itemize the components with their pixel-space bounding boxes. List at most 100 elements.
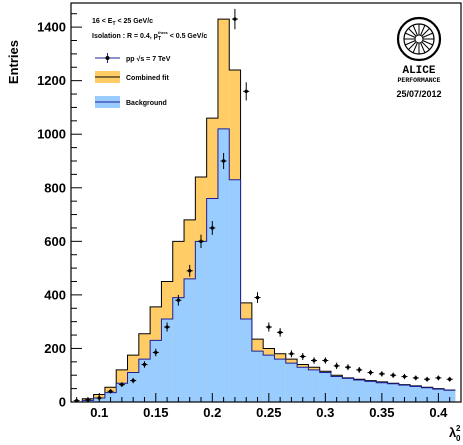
hist-bar <box>206 198 218 402</box>
data-point <box>164 322 171 332</box>
hist-bar <box>138 359 151 402</box>
y-tick-label: 1200 <box>37 73 66 88</box>
hist-bar <box>410 386 422 402</box>
legend-data-label: pp √s = 7 TeV <box>126 55 171 63</box>
y-tick-label: 1400 <box>37 20 66 35</box>
legend-cut-energy: 16 < ET < 25 GeV/c <box>92 18 153 27</box>
hist-bar <box>240 318 252 402</box>
legend-fit-label: Combined fit <box>126 75 169 82</box>
data-point <box>175 294 182 306</box>
hist-bar <box>195 241 207 402</box>
data-point <box>265 322 272 332</box>
data-point <box>344 364 351 371</box>
data-point <box>220 152 227 170</box>
y-axis-ticks: 0 200 400 600 800 1000 1200 1400 <box>37 13 82 410</box>
hist-bar <box>229 179 241 402</box>
hist-bar <box>353 380 365 402</box>
data-point <box>198 234 204 249</box>
data-point <box>186 264 193 277</box>
data-point <box>243 82 250 101</box>
hist-bar <box>364 381 377 402</box>
data-point <box>299 352 306 360</box>
y-axis-label: Entries <box>6 40 21 84</box>
data-point <box>412 375 419 381</box>
legend: 16 < ET < 25 GeV/c Isolation : R = 0.4, … <box>92 18 207 108</box>
x-tick-label: 0.35 <box>369 405 394 420</box>
data-points-layer <box>73 8 453 403</box>
data-point <box>130 377 137 384</box>
data-point <box>367 369 374 376</box>
y-tick-label: 600 <box>44 234 66 249</box>
x-tick-label: 0.4 <box>429 405 448 420</box>
hist-bar <box>308 369 320 402</box>
hist-bar <box>398 385 411 402</box>
data-point <box>435 375 442 381</box>
data-point <box>378 371 385 377</box>
hist-bar <box>127 372 139 402</box>
hist-bar <box>376 382 388 402</box>
x-axis-label-sup: 2 <box>456 424 461 433</box>
y-tick-label: 1000 <box>37 127 66 142</box>
x-axis-label-lambda: λ <box>449 425 457 440</box>
hist-bar <box>172 297 185 402</box>
hist-outline <box>71 128 456 403</box>
x-tick-label: 0.3 <box>316 405 334 420</box>
x-tick-label: 0.1 <box>90 405 108 420</box>
hist-bar <box>319 372 331 402</box>
hist-bar <box>116 383 128 402</box>
alice-logo-name: ALICE <box>402 65 435 77</box>
y-tick-label: 200 <box>44 341 66 356</box>
data-point <box>390 372 397 378</box>
x-tick-label: 0.2 <box>203 405 221 420</box>
alice-logo: ALICE PERFORMANCE 25/07/2012 <box>396 16 442 99</box>
hist-bar <box>184 278 196 402</box>
data-point <box>107 389 114 394</box>
hist-bar <box>274 359 286 402</box>
axes <box>70 2 462 403</box>
hist-bar <box>217 128 230 402</box>
hist-bar <box>387 383 399 402</box>
series-background <box>71 128 456 403</box>
data-point <box>231 8 238 30</box>
legend-bkg-label: Background <box>126 100 167 107</box>
data-point <box>356 366 363 373</box>
data-point <box>322 357 329 364</box>
hist-bar <box>263 355 275 402</box>
hist-bar <box>251 351 264 402</box>
hist-bar <box>161 318 173 402</box>
data-point <box>277 328 284 337</box>
x-axis-label: λ 2 0 <box>449 424 461 443</box>
hist-bar <box>331 376 343 402</box>
data-point <box>311 357 318 364</box>
legend-data-marker <box>105 56 110 60</box>
legend-cut-isolation: Isolation : R = 0.4, pTthres < 0.5 GeV/c <box>92 30 207 42</box>
data-point <box>254 292 261 303</box>
x-axis-label-sub: 0 <box>456 434 461 443</box>
data-point <box>152 348 159 357</box>
alice-date: 25/07/2012 <box>396 89 441 99</box>
y-tick-label: 400 <box>44 287 66 302</box>
data-point <box>288 350 295 358</box>
x-tick-label: 0.15 <box>143 405 168 420</box>
data-point <box>401 373 408 380</box>
hist-bar <box>421 387 433 402</box>
data-point <box>141 361 148 368</box>
hist-bar <box>444 390 456 402</box>
data-point <box>333 362 340 370</box>
alice-logo-subtitle: PERFORMANCE <box>398 77 441 84</box>
alice-logo-core <box>414 34 424 44</box>
y-tick-label: 800 <box>44 180 66 195</box>
hist-bar <box>285 363 298 402</box>
data-point <box>446 376 453 382</box>
x-tick-label: 0.25 <box>256 405 281 420</box>
data-point <box>209 220 216 235</box>
data-point <box>424 376 431 382</box>
plot-frame <box>70 2 462 403</box>
data-point <box>118 382 125 388</box>
hist-bar <box>297 367 309 402</box>
x-axis-ticks: 0.1 0.15 0.2 0.25 0.3 0.35 0.4 <box>76 393 451 420</box>
y-tick-label: 0 <box>59 395 66 410</box>
hist-bar <box>342 378 354 402</box>
hist-bar <box>150 340 162 402</box>
